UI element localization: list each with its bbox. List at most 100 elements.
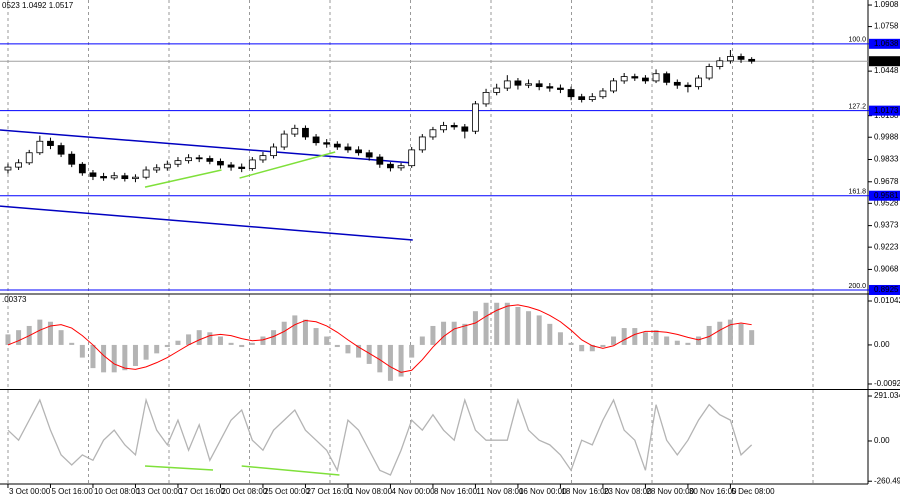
macd-bar <box>727 319 733 345</box>
macd-bar <box>430 325 436 345</box>
y-tick-label: 0.9068 <box>874 265 899 274</box>
candle-body <box>89 172 97 177</box>
macd-bar <box>494 302 500 345</box>
candle-body <box>25 152 33 164</box>
macd-bar <box>611 336 617 345</box>
x-tick-label: 27 Oct 16:00 <box>306 487 352 496</box>
candle-body <box>110 175 118 179</box>
current-price-label: 1.0517 <box>874 56 899 65</box>
fib-level-value: 0.8925 <box>874 285 899 294</box>
candle-body <box>631 76 639 79</box>
fib-level-name: 161.8 <box>848 189 866 196</box>
trend-line <box>239 151 336 179</box>
fib-level-box <box>869 38 900 49</box>
x-tick-label: 28 Nov 00:00 <box>646 487 694 496</box>
macd-bar <box>738 323 744 345</box>
macd-bar <box>568 342 574 345</box>
macd-bar <box>579 344 585 352</box>
macd-bar <box>228 342 234 345</box>
macd-bar <box>154 344 160 354</box>
candle-body <box>663 73 671 83</box>
candle-body <box>387 163 394 169</box>
y-tick-label: 291.0346 <box>874 391 900 400</box>
macd-bar <box>387 344 393 381</box>
candle-body <box>142 169 150 178</box>
candle-body <box>620 76 628 82</box>
macd-bar <box>409 344 415 358</box>
y-tick-label: 0.00 <box>874 340 890 349</box>
macd-bar <box>111 344 117 373</box>
macd-bar <box>398 344 404 377</box>
candle-body <box>737 56 745 60</box>
candle-body <box>68 153 76 165</box>
fib-level-name: 200.0 <box>848 283 866 290</box>
x-tick-label: 11 Nov 08:00 <box>476 487 524 496</box>
candle-body <box>599 90 607 98</box>
macd-bar <box>271 330 277 345</box>
macd-bar <box>589 344 595 352</box>
macd-bar <box>441 321 447 345</box>
macd-bar <box>472 311 478 345</box>
candle-body <box>153 167 161 171</box>
macd-bar <box>706 325 712 345</box>
macd-bar <box>366 344 372 364</box>
fib-level-name: 127.2 <box>848 103 866 110</box>
candle-body <box>280 133 288 148</box>
y-tick-label: -0.00926 <box>874 379 900 388</box>
macd-bar <box>324 336 330 345</box>
candle-body <box>525 83 532 86</box>
y-tick-label: 0.9678 <box>874 177 899 186</box>
macd-bar <box>175 340 181 345</box>
price-header: 0523 1.0492 1.0517 <box>2 1 74 10</box>
macd-bar <box>47 321 53 345</box>
y-tick-label: 0.9988 <box>874 132 899 141</box>
x-tick-label: 25 Oct 00:00 <box>264 487 310 496</box>
candle-body <box>610 80 617 92</box>
candle-body <box>376 156 384 165</box>
candle-body <box>333 143 341 148</box>
x-tick-label: 13 Oct 00:00 <box>136 487 182 496</box>
macd-bar <box>451 321 457 345</box>
macd-bar <box>132 344 138 367</box>
macd-bar <box>186 334 192 345</box>
macd-bar <box>685 342 691 345</box>
candle-body <box>217 160 224 166</box>
macd-bar <box>696 336 702 345</box>
macd-bar <box>526 311 532 345</box>
candle-body <box>408 149 416 167</box>
candle-body <box>429 129 437 138</box>
candle-body <box>270 146 277 157</box>
candle-body <box>195 157 203 160</box>
candle-body <box>36 140 44 154</box>
candle-body <box>695 77 702 88</box>
macd-bar <box>196 330 202 345</box>
candle-body <box>57 145 65 155</box>
macd-bar <box>621 328 627 345</box>
fib-level-value: 1.0173 <box>874 106 899 115</box>
macd-bar <box>37 319 43 345</box>
macd-bar <box>600 344 606 348</box>
macd-bar <box>515 306 521 345</box>
macd-bar <box>664 336 670 345</box>
candle-body <box>15 162 22 168</box>
candle-body <box>174 160 182 165</box>
macd-header: .00373 <box>2 295 27 304</box>
x-tick-label: 1 Nov 08:00 <box>349 487 393 496</box>
trend-line <box>241 465 340 476</box>
x-tick-label: 23 Nov 08:00 <box>604 487 652 496</box>
candle-body <box>397 165 405 169</box>
current-price-box <box>869 56 900 67</box>
macd-bar <box>356 344 362 358</box>
candle-body <box>121 175 129 180</box>
trend-line <box>0 129 413 164</box>
fib-level-box <box>869 190 900 201</box>
macd-bar <box>462 323 468 345</box>
macd-bar <box>419 336 425 345</box>
candle-body <box>302 127 309 138</box>
y-tick-label: 0.9528 <box>874 198 899 207</box>
macd-bar <box>377 344 383 373</box>
macd-bar <box>90 344 96 369</box>
macd-bar <box>5 334 11 345</box>
macd-bar <box>547 323 553 345</box>
